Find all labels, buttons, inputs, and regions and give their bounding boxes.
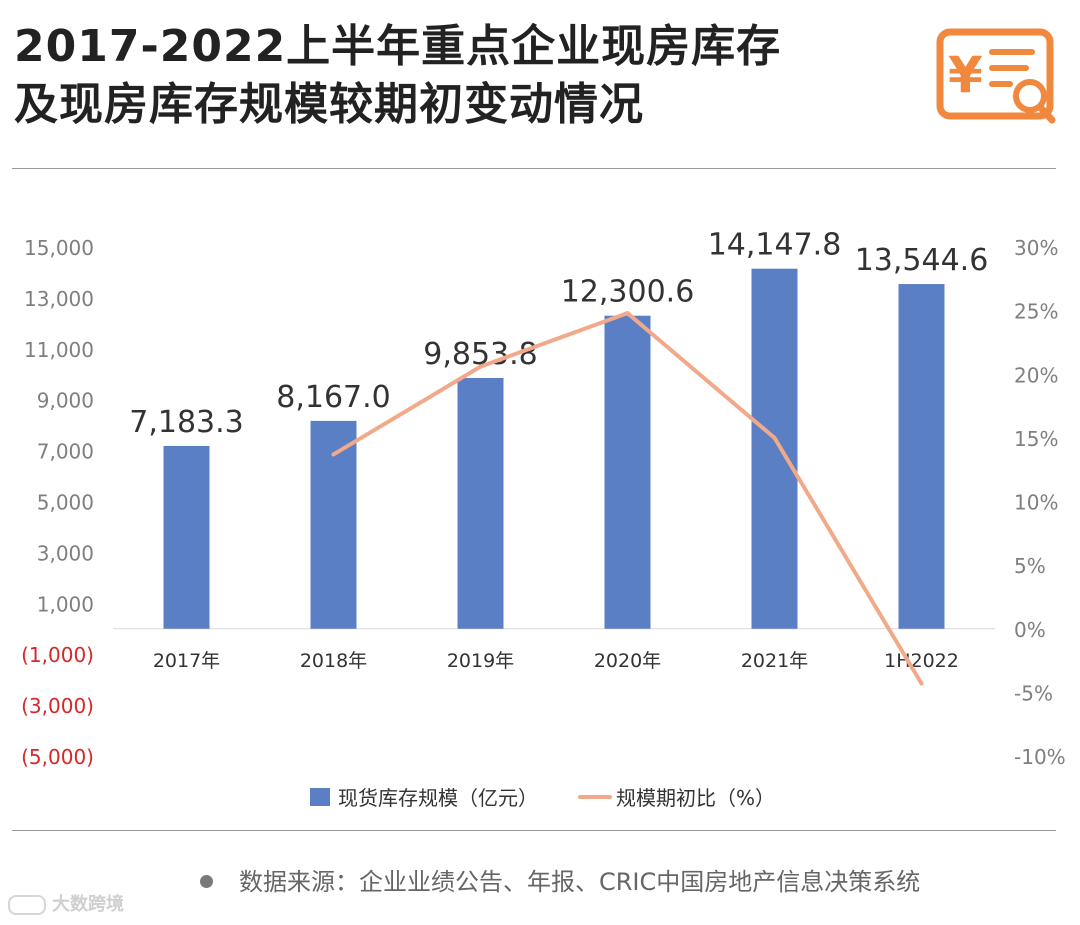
title-line-2: 及现房库存规模较期初变动情况: [14, 79, 644, 130]
left-axis-tick-label: 7,000: [37, 440, 94, 464]
legend-bar-swatch: [310, 788, 330, 806]
left-axis-tick-label: 5,000: [37, 491, 94, 515]
left-axis-tick-label: (3,000): [21, 694, 94, 718]
right-axis-tick-label: 25%: [1014, 300, 1058, 324]
bar: [163, 445, 210, 629]
legend-line-label: 规模期初比（%）: [616, 786, 775, 810]
bar: [898, 284, 945, 629]
right-axis-tick-label: 20%: [1014, 363, 1058, 387]
x-axis-category-label: 2019年: [447, 650, 514, 672]
brand-text: 大数跨境: [52, 894, 124, 915]
brand-watermark: 大数跨境: [8, 890, 124, 916]
right-axis-tick-label: 30%: [1014, 236, 1058, 260]
line-point: [772, 435, 777, 440]
chart-title: 2017-2022上半年重点企业现房库存 及现房库存规模较期初变动情况: [14, 18, 914, 134]
receipt-yen-search-icon: ¥: [936, 28, 1056, 124]
line-point: [919, 681, 924, 686]
legend-bar-label: 现货库存规模（亿元）: [338, 786, 538, 810]
x-axis-category-label: 2020年: [594, 650, 661, 672]
left-axis-tick-label: 1,000: [37, 592, 94, 616]
x-axis-category-label: 2017年: [153, 650, 220, 672]
left-axis-tick-label: 13,000: [24, 287, 94, 311]
right-axis-tick-label: -10%: [1014, 745, 1066, 769]
right-axis-tick-label: 0%: [1014, 618, 1046, 642]
bar: [751, 268, 798, 629]
bullet-icon: [200, 874, 213, 888]
left-axis-tick-label: (5,000): [21, 745, 94, 769]
source-note: 数据来源：企业业绩公告、年报、CRIC中国房地产信息决策系统: [200, 862, 1060, 897]
left-axis-tick-label: 15,000: [24, 236, 94, 260]
title-line-1: 2017-2022上半年重点企业现房库存: [14, 21, 782, 72]
line-point: [625, 311, 630, 316]
brand-logo-icon: [8, 895, 46, 915]
bar: [310, 420, 357, 629]
left-axis-tick-label: 9,000: [37, 389, 94, 413]
x-axis-category-label: 1H2022: [884, 650, 959, 672]
right-axis-tick-label: 5%: [1014, 554, 1046, 578]
chart: 15,000 13,000 11,000 9,000 7,000 5,000 3,000 1,…: [21, 228, 1066, 810]
right-axis-tick-label: 15%: [1014, 427, 1058, 451]
bar-data-label: 8,167.0: [276, 380, 391, 415]
line-point: [478, 364, 483, 369]
bottom-divider: [12, 830, 1056, 831]
bar: [604, 315, 651, 629]
bar: [457, 377, 504, 629]
left-axis-tick-label: 3,000: [37, 541, 94, 565]
left-axis-tick-label: (1,000): [21, 643, 94, 667]
bar-data-label: 12,300.6: [561, 275, 695, 310]
line-point: [331, 452, 336, 457]
bar-data-label: 14,147.8: [708, 228, 842, 263]
svg-text:¥: ¥: [948, 46, 983, 104]
bar-data-label: 13,544.6: [855, 243, 989, 278]
x-axis-category-label: 2021年: [741, 650, 808, 672]
top-divider: [12, 168, 1056, 169]
x-axis-category-label: 2018年: [300, 650, 367, 672]
source-text: 数据来源：企业业绩公告、年报、CRIC中国房地产信息决策系统: [239, 868, 921, 896]
right-axis-tick-label: 10%: [1014, 491, 1058, 515]
right-axis-tick-label: -5%: [1014, 681, 1053, 705]
bar-data-label: 7,183.3: [129, 405, 244, 440]
left-axis-tick-label: 11,000: [24, 338, 94, 362]
